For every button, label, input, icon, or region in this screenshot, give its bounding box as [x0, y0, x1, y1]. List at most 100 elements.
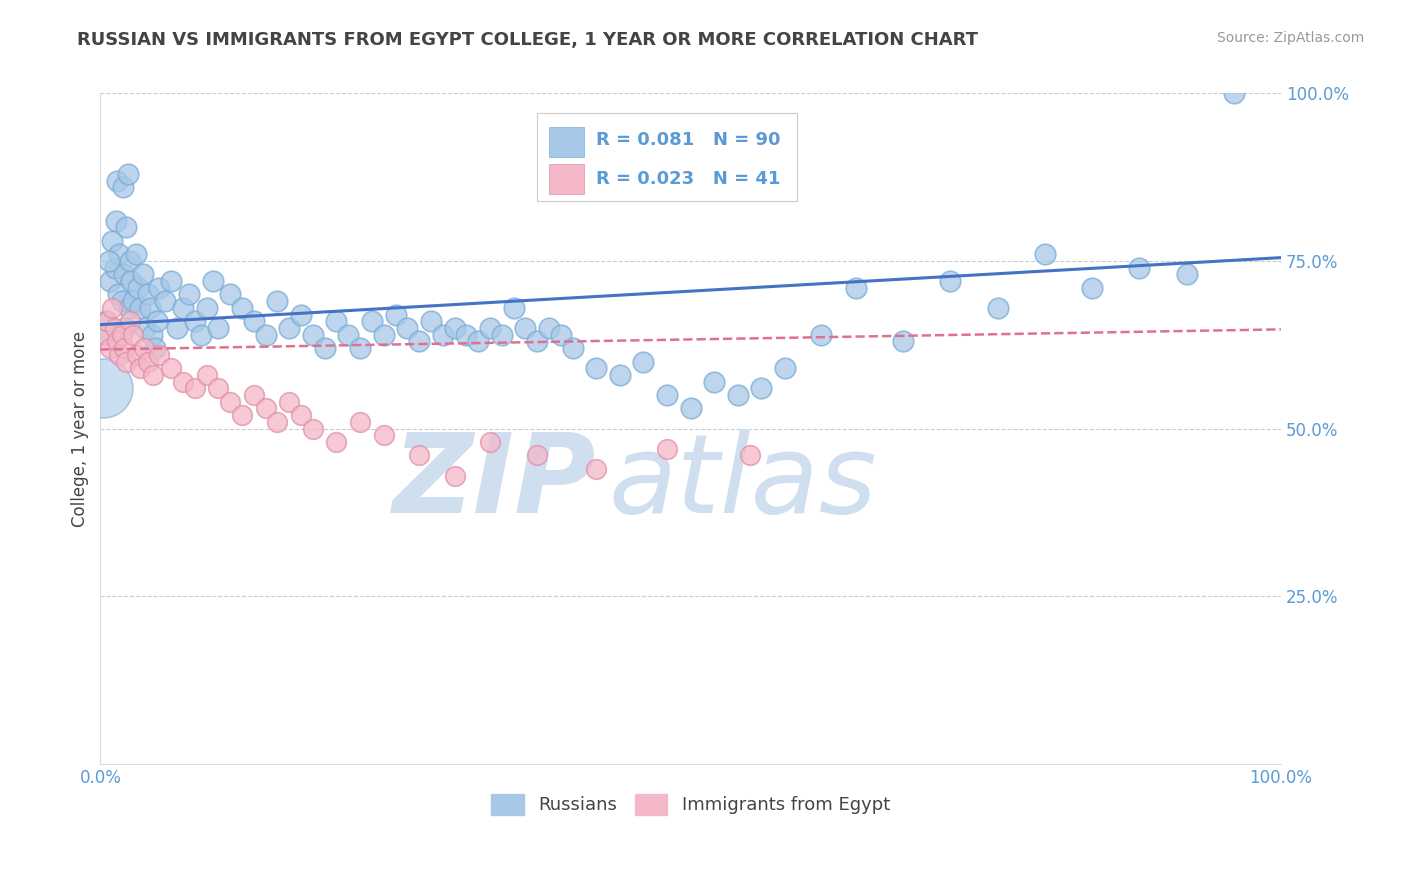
- Point: [478, 321, 501, 335]
- Text: atlas: atlas: [607, 429, 876, 536]
- Text: Source: ZipAtlas.com: Source: ZipAtlas.com: [1216, 31, 1364, 45]
- Point: [478, 435, 501, 450]
- Legend: Russians, Immigrants from Egypt: Russians, Immigrants from Egypt: [484, 787, 897, 822]
- Point: [112, 341, 135, 355]
- Point: [108, 247, 131, 261]
- Point: [349, 341, 371, 355]
- Text: R = 0.081   N = 90: R = 0.081 N = 90: [596, 131, 780, 149]
- Point: [655, 388, 678, 402]
- Point: [633, 354, 655, 368]
- Point: [136, 287, 159, 301]
- Point: [432, 327, 454, 342]
- Point: [361, 314, 384, 328]
- Point: [207, 381, 229, 395]
- Point: [142, 368, 165, 382]
- Point: [125, 348, 148, 362]
- Point: [103, 260, 125, 275]
- Point: [155, 294, 177, 309]
- Point: [110, 327, 132, 342]
- FancyBboxPatch shape: [548, 164, 585, 194]
- Point: [231, 301, 253, 315]
- Point: [143, 341, 166, 355]
- Point: [443, 468, 465, 483]
- Point: [160, 274, 183, 288]
- Point: [115, 220, 138, 235]
- Point: [177, 287, 200, 301]
- Point: [408, 334, 430, 349]
- Point: [120, 274, 142, 288]
- Point: [278, 321, 301, 335]
- Point: [243, 314, 266, 328]
- Point: [125, 247, 148, 261]
- Text: RUSSIAN VS IMMIGRANTS FROM EGYPT COLLEGE, 1 YEAR OR MORE CORRELATION CHART: RUSSIAN VS IMMIGRANTS FROM EGYPT COLLEGE…: [77, 31, 979, 49]
- Point: [325, 435, 347, 450]
- Point: [302, 327, 325, 342]
- Point: [166, 321, 188, 335]
- Point: [101, 234, 124, 248]
- Point: [939, 274, 962, 288]
- Point: [98, 341, 121, 355]
- Point: [773, 361, 796, 376]
- Point: [561, 341, 583, 355]
- Point: [266, 415, 288, 429]
- Point: [132, 268, 155, 282]
- Point: [526, 449, 548, 463]
- Point: [96, 314, 118, 328]
- Point: [184, 381, 207, 395]
- Point: [219, 394, 242, 409]
- Point: [526, 334, 548, 349]
- Point: [122, 294, 145, 309]
- FancyBboxPatch shape: [537, 113, 797, 201]
- Point: [467, 334, 489, 349]
- Point: [1128, 260, 1150, 275]
- Point: [107, 287, 129, 301]
- Point: [302, 421, 325, 435]
- Point: [94, 327, 117, 342]
- Point: [112, 268, 135, 282]
- Point: [207, 321, 229, 335]
- Point: [105, 334, 128, 349]
- Y-axis label: College, 1 year or more: College, 1 year or more: [72, 331, 89, 526]
- Point: [679, 401, 702, 416]
- Point: [373, 428, 395, 442]
- Point: [408, 449, 430, 463]
- Point: [148, 348, 170, 362]
- Point: [609, 368, 631, 382]
- Point: [190, 327, 212, 342]
- Point: [141, 327, 163, 342]
- Point: [97, 254, 120, 268]
- Point: [172, 301, 194, 315]
- Point: [703, 375, 725, 389]
- Point: [98, 274, 121, 288]
- Point: [738, 449, 761, 463]
- Point: [290, 408, 312, 422]
- Point: [122, 327, 145, 342]
- Point: [201, 274, 224, 288]
- Point: [231, 408, 253, 422]
- Point: [290, 308, 312, 322]
- Text: ZIP: ZIP: [392, 429, 596, 536]
- Point: [491, 327, 513, 342]
- Point: [111, 180, 134, 194]
- Point: [987, 301, 1010, 315]
- Point: [134, 321, 156, 335]
- Point: [117, 167, 139, 181]
- Point: [515, 321, 537, 335]
- Point: [110, 294, 132, 309]
- Point: [1081, 281, 1104, 295]
- Point: [118, 301, 141, 315]
- Point: [101, 301, 124, 315]
- Point: [243, 388, 266, 402]
- Point: [396, 321, 419, 335]
- Point: [278, 394, 301, 409]
- Point: [172, 375, 194, 389]
- FancyBboxPatch shape: [548, 127, 585, 157]
- Point: [139, 301, 162, 315]
- Point: [845, 281, 868, 295]
- Point: [266, 294, 288, 309]
- Point: [127, 281, 149, 295]
- Point: [91, 381, 114, 395]
- Point: [105, 173, 128, 187]
- Point: [136, 354, 159, 368]
- Point: [118, 314, 141, 328]
